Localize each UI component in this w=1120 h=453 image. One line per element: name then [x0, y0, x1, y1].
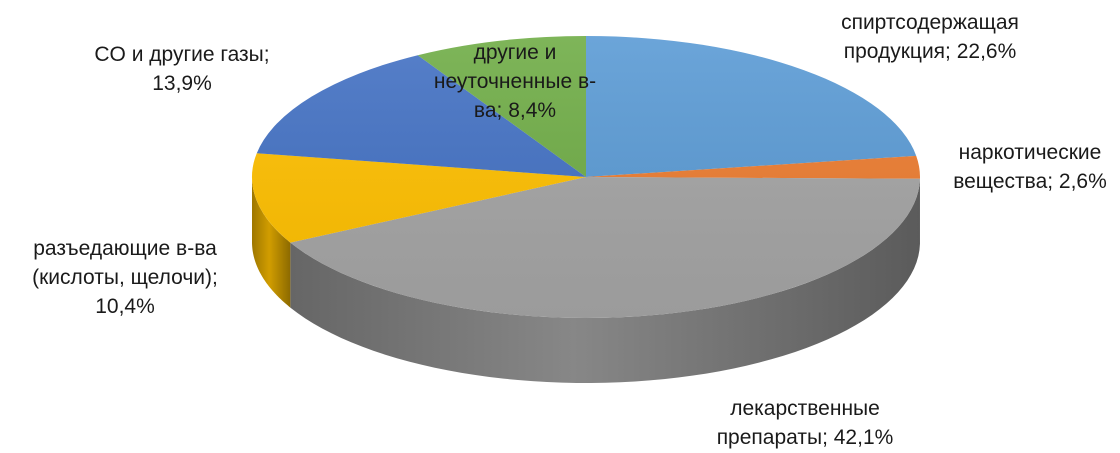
data-label-line: вещества; 2,6% [953, 170, 1107, 193]
pie-side-лекарственные-препараты [290, 178, 920, 383]
data-label-line: продукция; 22,6% [843, 40, 1017, 63]
data-label-line: 10,4% [95, 295, 155, 318]
data-label-line: наркотические [958, 141, 1102, 164]
data-label-co-и-другие-газы: CO и другие газы; 13,9% [52, 40, 312, 98]
data-label-лекарственные-препараты: лекарственные препараты; 42,1% [650, 394, 960, 452]
data-label-line: лекарственные [730, 397, 880, 420]
data-label-line: спиртсодержащая [841, 11, 1019, 34]
data-label-line: препараты; 42,1% [716, 426, 894, 449]
pie-side-разъедающие-в-ва-кислоты-щелочи [252, 177, 291, 308]
data-label-другие-и-неуточненные-в-ва: другие и неуточненные в-ва; 8,4% [415, 38, 615, 125]
data-label-наркотические-вещества: наркотические вещества; 2,6% [930, 138, 1120, 196]
data-label-line: разъедающие в-ва [33, 237, 217, 260]
pie-top-shading [252, 36, 920, 318]
data-label-line: CO и другие газы; [94, 43, 270, 66]
data-label-разъедающие-в-ва-кислоты-щелочи: разъедающие в-ва (кислоты, щелочи); 10,4% [0, 234, 250, 321]
data-label-спиртсодержащая-продукция: спиртсодержащая продукция; 22,6% [800, 8, 1060, 66]
data-label-line: 13,9% [152, 72, 212, 95]
data-label-line: неуточненные в- [433, 70, 597, 93]
data-label-line: (кислоты, щелочи); [32, 266, 218, 289]
data-label-line: ва; 8,4% [473, 99, 557, 122]
data-label-line: другие и [473, 41, 557, 64]
